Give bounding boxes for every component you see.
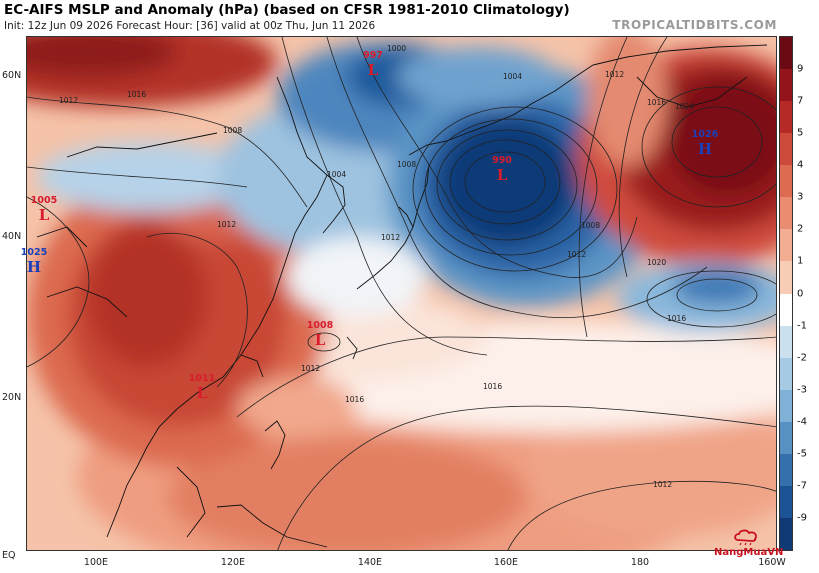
colorbar-segment <box>780 165 792 198</box>
colorbar-segment <box>780 421 792 454</box>
isobar-label: 1000 <box>387 44 406 53</box>
isobar-label: 1012 <box>301 364 320 373</box>
isobar-label: 1012 <box>59 96 78 105</box>
lon-label-120e: 120E <box>220 557 246 568</box>
colorbar-label: 4 <box>797 159 804 171</box>
anomaly-field <box>27 37 776 550</box>
low-center-value: 1008 <box>306 320 334 331</box>
isobar-label: 1004 <box>327 170 346 179</box>
colorbar-label: 3 <box>797 191 804 203</box>
isobar-label: 1004 <box>503 72 522 81</box>
colorbar-label: -7 <box>797 480 807 492</box>
isobar-label-group: 1000 1004 1008 1012 1016 1020 1024 1012 … <box>59 44 694 489</box>
site-brand: TROPICALTIDBITS.COM <box>612 18 777 32</box>
colorbar-segment <box>780 293 792 326</box>
isobar-label: 1016 <box>345 395 364 404</box>
colorbar-segment <box>780 37 792 70</box>
lat-label-eq: EQ <box>2 550 16 561</box>
colorbar-segment <box>780 261 792 294</box>
low-pressure-symbol: L <box>314 331 326 349</box>
colorbar-segment <box>780 389 792 422</box>
isobar-label: 1012 <box>605 70 624 79</box>
low-center-value: 990 <box>492 155 512 166</box>
coastlines <box>36 44 768 548</box>
colorbar-segment <box>780 197 792 230</box>
isobar-label: 1008 <box>397 160 416 169</box>
colorbar-label: -5 <box>797 448 807 460</box>
watermark-text: NangMuaVN <box>714 547 784 558</box>
colorbar-label: -3 <box>797 384 807 396</box>
low-center-value: 997 <box>363 50 383 61</box>
colorbar-segment <box>780 485 792 518</box>
nangmuavn-watermark: NangMuaVN <box>714 528 784 560</box>
isobar-label: 1012 <box>381 233 400 242</box>
isobar-label: 1024 <box>675 102 694 111</box>
low-pressure-symbol: L <box>367 61 379 79</box>
colorbar-segment <box>780 453 792 486</box>
lon-label-160w: 160W <box>758 557 786 568</box>
high-center-value: 1026 <box>691 129 719 140</box>
low-pressure-symbol: L <box>38 206 50 224</box>
colorbar-label: -4 <box>797 416 807 428</box>
colorbar-label: 0 <box>797 288 804 299</box>
colorbar-label: 5 <box>797 127 804 139</box>
anomaly-colorbar <box>779 36 793 551</box>
lon-label-100e: 100E <box>83 557 109 568</box>
high-center-value: 1025 <box>20 247 48 258</box>
map-subtitle: Init: 12z Jun 09 2026 Forecast Hour: [36… <box>4 20 376 32</box>
colorbar-segment <box>780 517 792 550</box>
isobar-label: 1016 <box>483 382 502 391</box>
lon-label-140e: 140E <box>357 557 383 568</box>
lat-label-40n: 40N <box>2 231 22 242</box>
colorbar-label: 9 <box>797 63 804 75</box>
colorbar-segment <box>780 325 792 358</box>
isobars <box>27 37 776 550</box>
colorbar-segment <box>780 357 792 390</box>
isobar-label: 1012 <box>653 480 672 489</box>
isobar-label: 1008 <box>223 126 242 135</box>
colorbar-segment <box>780 101 792 134</box>
mslp-anomaly-map: 1000 1004 1008 1012 1016 1020 1024 1012 … <box>26 36 777 551</box>
colorbar-segment <box>780 69 792 102</box>
high-pressure-symbol: H <box>697 140 713 158</box>
lon-label-160e: 160E <box>493 557 519 568</box>
isobar-label: 1012 <box>217 220 236 229</box>
low-center-value: 1005 <box>30 195 58 206</box>
isobar-label: 1012 <box>567 250 586 259</box>
isobar-label: 1020 <box>647 258 666 267</box>
colorbar-label: -9 <box>797 512 807 524</box>
cloud-rain-icon <box>734 529 757 546</box>
low-pressure-symbol: L <box>496 166 508 184</box>
isobar-label: 1016 <box>127 90 146 99</box>
map-title: EC-AIFS MSLP and Anomaly (hPa) (based on… <box>4 2 570 18</box>
high-pressure-symbol: H <box>26 258 42 276</box>
colorbar-label: -1 <box>797 320 807 332</box>
low-center-value: 1011 <box>188 373 216 384</box>
lon-label-180: 180 <box>630 557 650 568</box>
low-pressure-symbol: L <box>196 384 208 402</box>
colorbar-label: -2 <box>797 352 807 364</box>
colorbar-label: 2 <box>797 223 804 235</box>
colorbar-segment <box>780 229 792 262</box>
lat-label-60n: 60N <box>2 70 22 81</box>
isobar-label: 1008 <box>581 221 600 230</box>
lat-label-20n: 20N <box>2 392 22 403</box>
colorbar-label: 7 <box>797 95 804 107</box>
colorbar-segment <box>780 133 792 166</box>
isobar-label: 1016 <box>647 98 666 107</box>
isobar-label: 1016 <box>667 314 686 323</box>
colorbar-label: 1 <box>797 255 804 267</box>
